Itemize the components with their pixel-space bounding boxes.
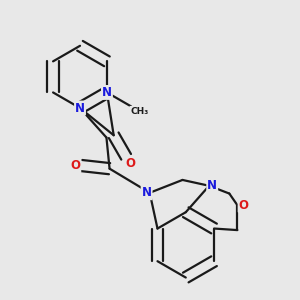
Text: N: N (207, 179, 217, 192)
Text: CH₃: CH₃ (130, 106, 148, 116)
Text: N: N (142, 186, 152, 199)
Text: O: O (70, 159, 80, 172)
Text: O: O (238, 199, 249, 212)
Text: O: O (125, 157, 135, 170)
Text: N: N (75, 101, 85, 115)
Text: N: N (102, 86, 112, 99)
